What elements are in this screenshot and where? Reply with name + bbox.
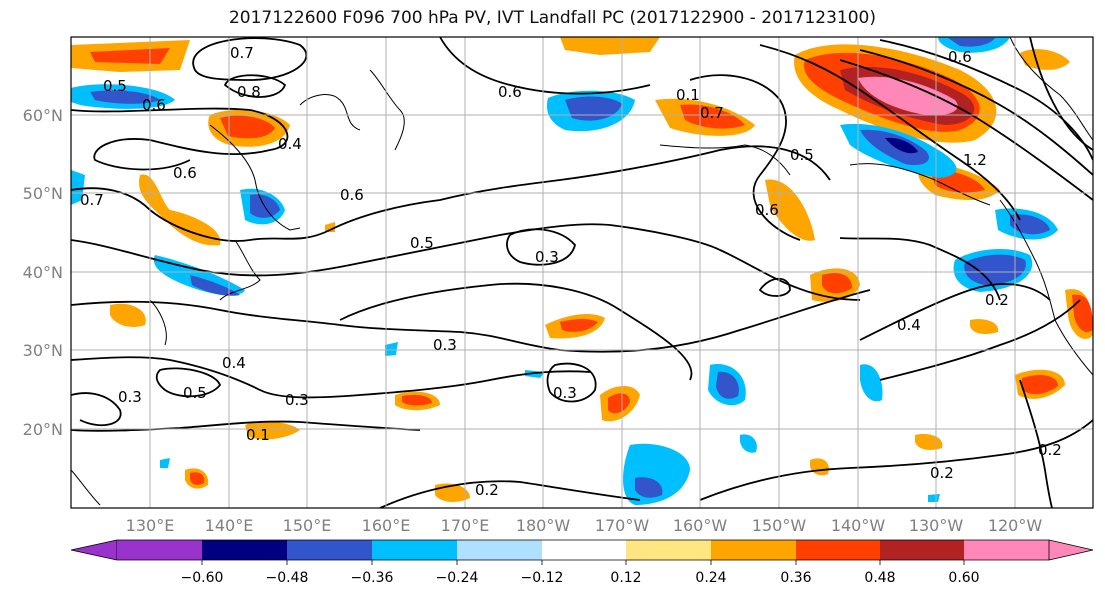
colorbar: −0.60 −0.48 −0.36 −0.24 −0.12 0.12 0.24 … (70, 539, 1094, 586)
colorbar-cell (372, 540, 457, 560)
colorbar-tick: 0.24 (695, 570, 726, 586)
contour-label: 0.6 (142, 96, 166, 114)
contour-label: 0.4 (897, 316, 921, 334)
map-frame (70, 36, 1094, 509)
colorbar-tick: −0.24 (436, 570, 479, 586)
colorbar-cell (626, 540, 711, 560)
lon-label: 140°W (831, 516, 886, 535)
lon-label: 180°W (516, 516, 571, 535)
latitude-labels: 60°N 50°N 40°N 30°N 20°N (23, 106, 63, 439)
lon-label: 130°E (126, 516, 175, 535)
graticule (71, 37, 1093, 508)
contour-label: 0.6 (948, 48, 972, 66)
contour-label: 0.6 (173, 164, 197, 182)
lon-label: 140°E (205, 516, 254, 535)
colorbar-tick: −0.48 (266, 570, 309, 586)
contour-label: 0.7 (230, 44, 254, 62)
colorbar-tick: 0.48 (864, 570, 895, 586)
contour-label: 0.4 (278, 135, 302, 153)
contour-label: 0.1 (676, 86, 700, 104)
lon-label: 130°W (909, 516, 964, 535)
lon-label: 150°E (283, 516, 332, 535)
colorbar-tick: −0.36 (351, 570, 394, 586)
lon-label: 170°E (441, 516, 490, 535)
contour-label: 0.5 (183, 384, 207, 402)
colorbar-cell (287, 540, 372, 560)
colorbar-cell (1048, 539, 1094, 561)
lat-label: 20°N (23, 420, 63, 439)
contour-label: 0.2 (475, 481, 499, 499)
colorbar-cell (880, 540, 964, 560)
lon-label: 120°W (988, 516, 1043, 535)
colorbar-cell (542, 540, 626, 560)
contour-label: 0.3 (285, 391, 309, 409)
contour-label: 0.2 (930, 464, 954, 482)
colorbar-cell (711, 540, 796, 560)
colorbar-cell (964, 540, 1049, 560)
lon-label: 160°W (673, 516, 728, 535)
contour-label: 0.7 (80, 191, 104, 209)
colorbar-tick: −0.60 (181, 570, 224, 586)
map-title: 2017122600 F096 700 hPa PV, IVT Landfall… (228, 8, 876, 28)
contour-label: 0.5 (790, 146, 814, 164)
lon-label: 150°W (752, 516, 807, 535)
contour-label: 0.3 (553, 384, 577, 402)
contour-labels: 0.7 0.8 0.5 0.6 0.4 0.6 0.6 0.5 0.3 0.3 … (80, 44, 1062, 499)
lat-label: 40°N (23, 263, 63, 282)
contour-label: 0.6 (498, 83, 522, 101)
contour-label: 0.6 (340, 186, 364, 204)
lat-label: 30°N (23, 341, 63, 360)
contour-label: 0.6 (755, 201, 779, 219)
contour-label: 0.2 (1038, 441, 1062, 459)
contour-label: 1.2 (963, 151, 987, 169)
colorbar-cell (202, 540, 287, 560)
longitude-labels: 130°E 140°E 150°E 160°E 170°E 180°W 170°… (126, 516, 1043, 535)
colorbar-cell (117, 540, 202, 560)
colorbar-tick: 0.60 (948, 570, 979, 586)
colorbar-cell (796, 540, 880, 560)
colorbar-tick: −0.12 (521, 570, 564, 586)
lon-label: 170°W (595, 516, 650, 535)
contour-label: 0.3 (433, 336, 457, 354)
contour-label: 0.4 (222, 354, 246, 372)
colorbar-cell (457, 540, 542, 560)
contour-label: 0.5 (410, 234, 434, 252)
lat-label: 60°N (23, 106, 63, 125)
contour-label: 0.1 (246, 426, 270, 444)
contour-label: 0.7 (700, 104, 724, 122)
lat-label: 50°N (23, 184, 63, 203)
colorbar-cell (70, 539, 118, 561)
contour-label: 0.8 (237, 83, 261, 101)
contour-label: 0.2 (985, 291, 1009, 309)
contour-label: 0.5 (103, 77, 127, 95)
colorbar-tick: 0.12 (610, 570, 641, 586)
contour-label: 0.3 (118, 388, 142, 406)
pv-contours (71, 37, 1093, 508)
contour-label: 0.3 (535, 248, 559, 266)
colorbar-tick: 0.36 (780, 570, 811, 586)
lon-label: 160°E (362, 516, 411, 535)
